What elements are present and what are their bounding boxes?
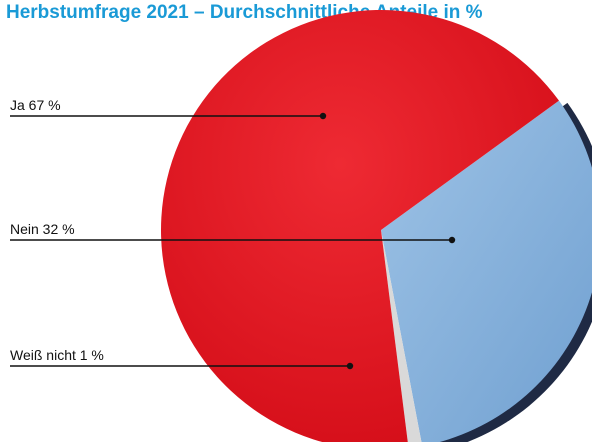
pie-slice-ja bbox=[161, 10, 559, 442]
leader-dot-nein bbox=[448, 236, 456, 244]
slice-labels: Ja 67 % Nein 32 % Weiß nicht 1 % bbox=[10, 97, 456, 370]
leader-dot-wei-nicht bbox=[346, 362, 354, 370]
label-nein: Nein 32 % bbox=[10, 221, 75, 237]
pie-slice-nein bbox=[381, 100, 592, 442]
pie-slices bbox=[161, 10, 592, 442]
label-ja: Ja 67 % bbox=[10, 97, 61, 113]
leader-dot-ja bbox=[319, 112, 327, 120]
label-wei-nicht: Weiß nicht 1 % bbox=[10, 347, 104, 363]
